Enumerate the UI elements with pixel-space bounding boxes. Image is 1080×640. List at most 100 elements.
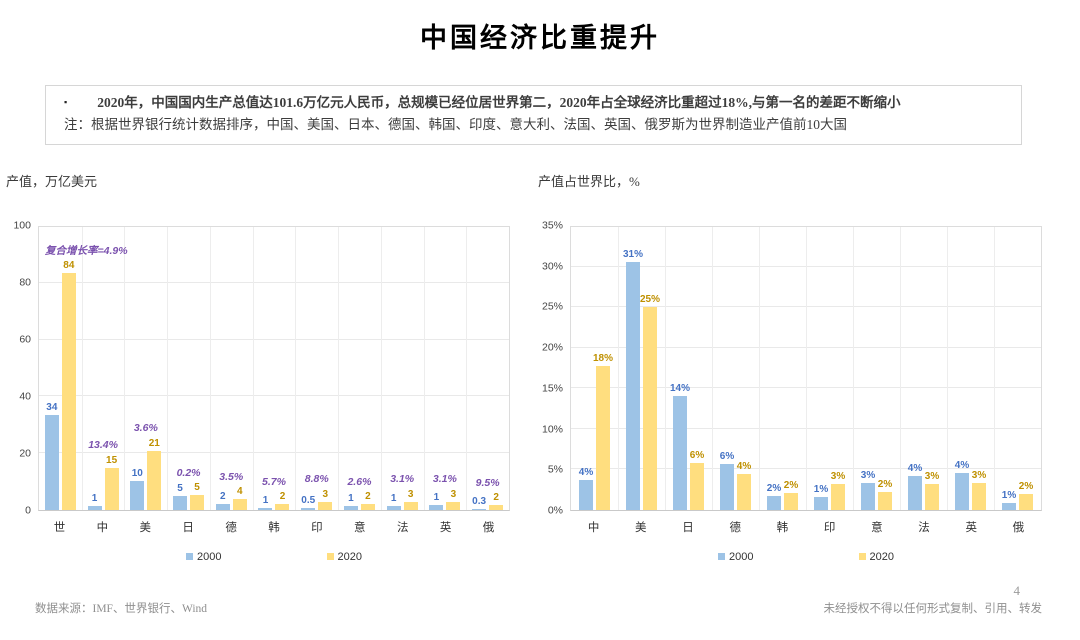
gridline-horizontal — [39, 451, 509, 453]
bar-2000 — [673, 396, 687, 510]
y-tick-label: 25% — [541, 300, 563, 313]
x-category-label: 中 — [96, 521, 109, 534]
x-category-label: 韩 — [268, 521, 280, 534]
legend-item-2020: 2020 — [858, 551, 894, 563]
x-category-label: 意 — [871, 521, 883, 534]
left-chart-output-value: 产值，万亿美元 0 20 40 60 80 100 34 84 复合增长率=4.9% 1 15 13… — [4, 171, 510, 563]
growth-rate-annotation: 3.1% — [432, 473, 457, 486]
x-category-label: 英 — [439, 521, 452, 534]
bar-column-2020: 3% — [972, 227, 986, 510]
growth-rate-annotation: 3.1% — [390, 473, 415, 486]
gridline-vertical — [209, 226, 211, 510]
bar-group-英: 1 3 3.1% — [424, 227, 467, 510]
legend-item-2020: 2020 — [326, 550, 362, 563]
bar-2000 — [258, 507, 273, 510]
bar-pair: 31% 25% — [618, 227, 665, 510]
bar-column-2000: 1 — [343, 227, 358, 510]
bar-2000 — [720, 464, 734, 510]
bar-value-label: 4 — [236, 486, 243, 498]
bar-pair: 2% 2% — [759, 227, 806, 510]
bar-column-2020: 6% — [690, 227, 704, 510]
note-text-1: 2020年，中国国内生产总值达101.6万亿元人民币，总规模已经位居世界第二，2… — [97, 95, 901, 110]
bar-value-label: 3% — [971, 469, 987, 481]
gridline-vertical — [853, 226, 854, 510]
bar-value-label: 2 — [219, 491, 226, 503]
bar-column-2020: 2% — [784, 227, 798, 510]
y-tick-label: 10% — [541, 422, 563, 435]
bar-pair: 4% 18% — [571, 227, 618, 510]
x-category-label: 美 — [635, 521, 647, 534]
bar-2020 — [596, 365, 610, 510]
bar-pair: 1% 2% — [994, 227, 1041, 510]
bar-2020 — [446, 501, 461, 510]
bar-value-label: 2% — [1018, 481, 1034, 493]
growth-rate-annotation: 0.2% — [176, 466, 201, 479]
y-tick-label: 20 — [19, 447, 31, 460]
legend-label: 2020 — [337, 550, 362, 563]
legend-swatch — [858, 553, 866, 561]
bar-column-2000: 1% — [814, 227, 828, 510]
gridline-vertical — [338, 226, 340, 510]
bar-group-印: 0.5 3 8.8% — [295, 227, 338, 510]
bar-column-2000: 4% — [955, 227, 969, 510]
data-source: 数据来源：IMF、世界银行、Wind — [35, 603, 208, 615]
bar-value-label: 3% — [924, 471, 940, 483]
bar-2020 — [489, 505, 504, 510]
bar-group-法: 4% 3% — [900, 227, 947, 510]
bar-value-label: 14% — [670, 383, 691, 395]
bar-column-2020: 4% — [737, 227, 751, 510]
chart-title: 产值占世界比，% — [538, 173, 640, 189]
bar-2000 — [955, 473, 969, 510]
right-chart-world-share: 产值占世界比，% 0% 5% 10% 15% 20% 25% 30% 35% 4% 18% 31%… — [536, 171, 1042, 563]
bar-2000 — [215, 504, 230, 510]
x-axis-labels: 中美日德韩印意法英俄 — [570, 511, 1042, 535]
bar-column-2020: 3% — [831, 227, 845, 510]
bar-group-意: 3% 2% — [853, 227, 900, 510]
bar-value-label: 4% — [907, 463, 923, 475]
footer-right: 4 未经授权不得以任何形式复制、引用、转发 — [824, 583, 1043, 616]
bar-2020 — [275, 504, 290, 510]
bar-2000 — [861, 482, 875, 510]
bar-2020 — [61, 273, 76, 510]
bar-column-2020: 84 — [61, 227, 76, 510]
bar-group-法: 1 3 3.1% — [381, 227, 424, 510]
legend-item-2000: 2000 — [186, 551, 222, 563]
bar-column-2000: 31% — [623, 227, 644, 510]
bar-2000 — [343, 506, 358, 510]
bar-pair: 1% 3% — [806, 227, 853, 510]
bar-value-label: 21 — [148, 437, 160, 449]
bar-2020 — [1019, 494, 1033, 510]
bar-value-label: 10 — [131, 468, 143, 480]
bar-pair: 0.3 2 — [466, 227, 509, 510]
bar-2020 — [972, 482, 986, 510]
disclaimer: 未经授权不得以任何形式复制、引用、转发 — [823, 603, 1043, 615]
y-tick-label: 15% — [541, 382, 563, 395]
bar-value-label: 31% — [623, 249, 644, 261]
gridline-vertical — [994, 226, 995, 510]
y-tick-label: 0 — [25, 504, 31, 517]
gridline-vertical — [124, 226, 126, 510]
bar-2020 — [925, 484, 939, 510]
bar-2020 — [147, 450, 162, 510]
bar-2000 — [44, 414, 59, 510]
gridline-vertical — [380, 226, 382, 510]
bar-column-2020: 5 — [190, 227, 205, 510]
note-line-2: 注：根据世界银行统计数据排序，中国、美国、日本、德国、韩国、印度、意大利、法国、… — [64, 117, 847, 133]
y-tick-label: 80 — [19, 276, 31, 289]
bar-value-label: 0.3 — [472, 495, 487, 507]
bar-2020 — [831, 484, 845, 510]
bar-group-美: 10 21 3.6% — [124, 227, 167, 510]
bar-column-2000: 6% — [720, 227, 734, 510]
bar-2000 — [87, 506, 102, 510]
gridline-vertical — [665, 226, 666, 510]
note-line-1: ▪ 2020年，中国国内生产总值达101.6万亿元人民币，总规模已经位居世界第二，… — [64, 92, 1007, 114]
bar-2000 — [626, 262, 640, 510]
growth-rate-annotation: 复合增长率=4.9% — [45, 244, 128, 257]
gridline-vertical — [618, 226, 619, 510]
growth-rate-annotation: 13.4% — [88, 439, 118, 452]
bar-group-韩: 1 2 5.7% — [253, 227, 296, 510]
